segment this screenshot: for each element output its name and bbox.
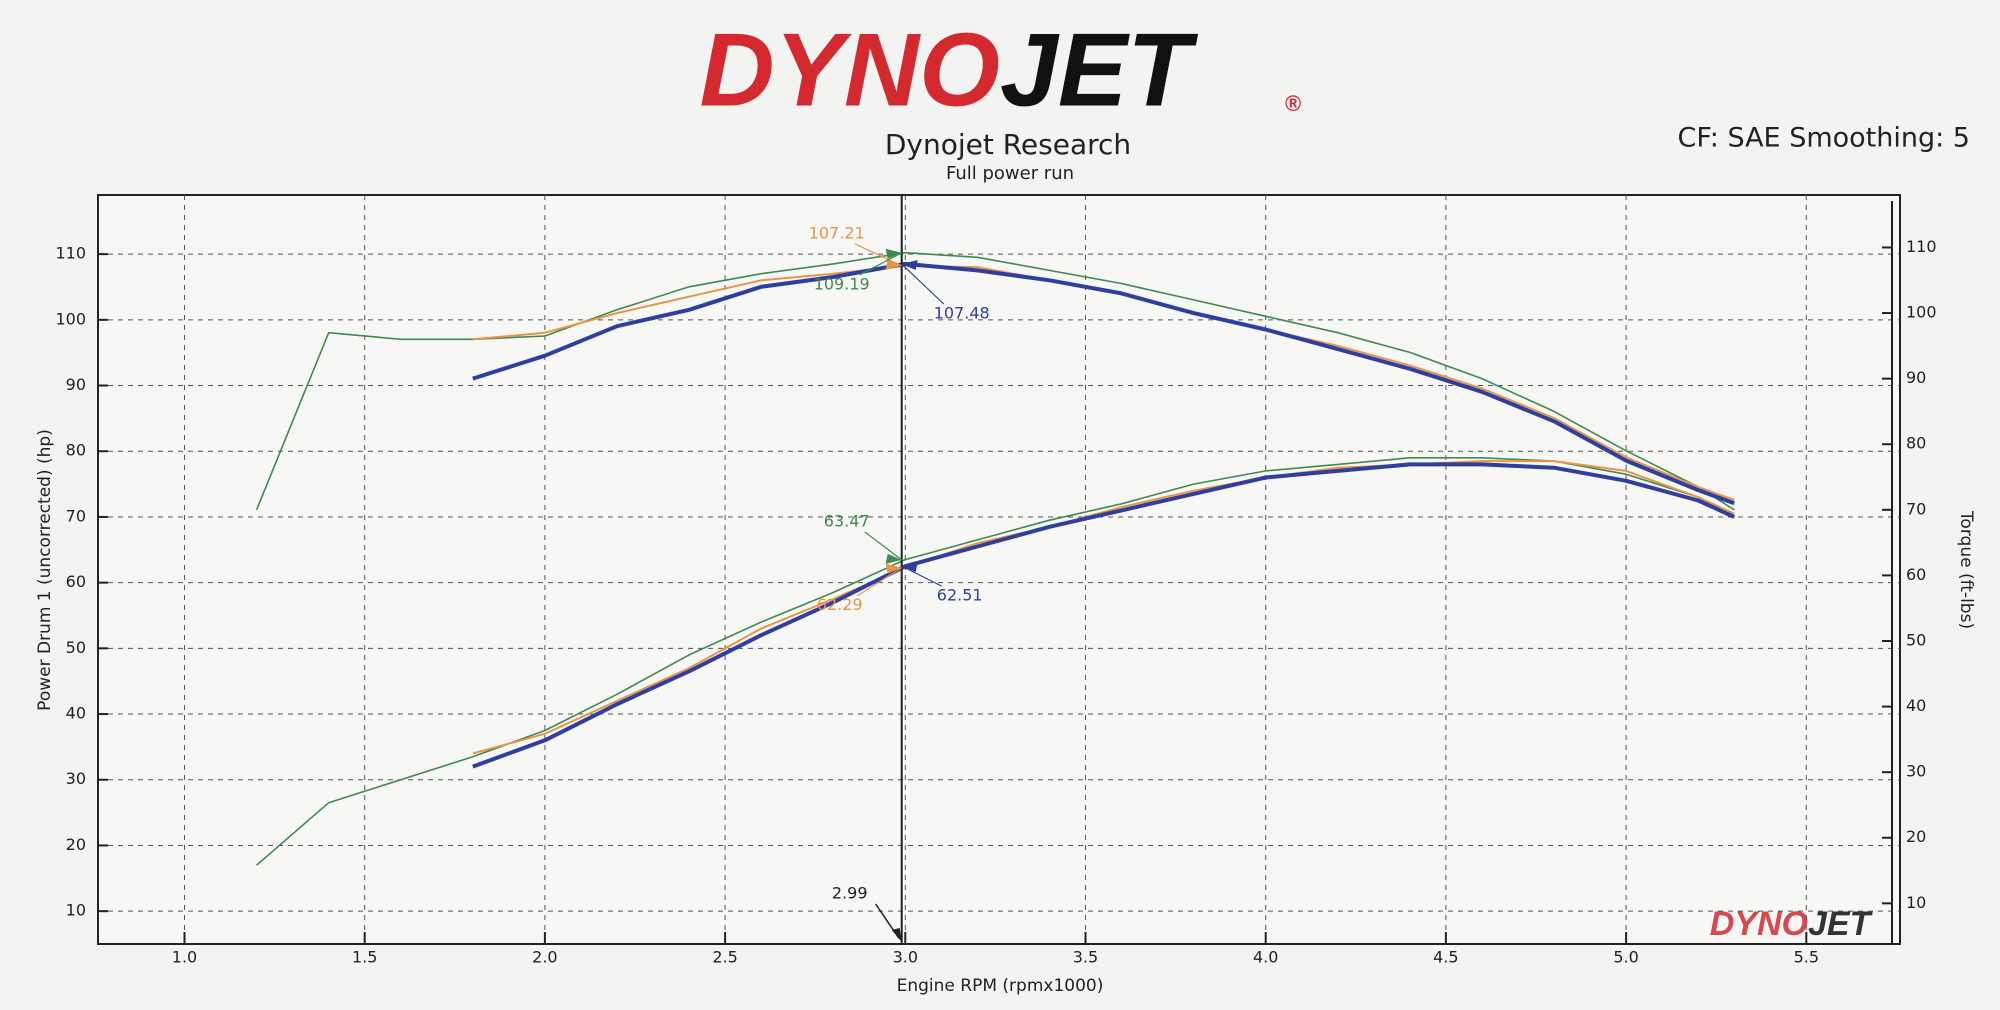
annotation-label: 107.48 bbox=[934, 303, 990, 322]
y-tick-label: 50 bbox=[66, 638, 86, 657]
y-tick-label: 10 bbox=[66, 901, 86, 920]
annotation-label: 63.47 bbox=[824, 511, 870, 530]
x-tick-label: 5.5 bbox=[1794, 948, 1819, 967]
y-tick-label: 70 bbox=[66, 506, 86, 525]
y2-tick-label: 50 bbox=[1906, 630, 1926, 649]
logo-left: DYNO bbox=[700, 12, 1000, 128]
x-tick-label: 2.0 bbox=[532, 948, 557, 967]
y-tick-label: 20 bbox=[66, 835, 86, 854]
run-line bbox=[472, 462, 1736, 769]
x-tick-label: 4.0 bbox=[1253, 948, 1278, 967]
x-tick-label: 1.0 bbox=[172, 948, 197, 967]
settings-text: CF: SAE Smoothing: 5 bbox=[1677, 123, 1970, 154]
annotation-leader bbox=[864, 531, 903, 561]
annotation-label: 107.21 bbox=[809, 223, 865, 242]
y2-tick-label: 10 bbox=[1906, 893, 1926, 912]
annotation-leader bbox=[901, 263, 945, 305]
logo: DYNO JET ® bbox=[700, 12, 1302, 128]
y2-tick-label: 40 bbox=[1906, 696, 1926, 715]
annotation-marker bbox=[885, 248, 902, 259]
annotation-label: 62.51 bbox=[937, 586, 983, 605]
logo-mark: ® bbox=[1285, 91, 1301, 116]
y-tick-label: 110 bbox=[55, 244, 86, 263]
x-tick-label: 4.5 bbox=[1433, 948, 1458, 967]
annotation-leader bbox=[857, 567, 903, 597]
logo-right: JET bbox=[1000, 12, 1198, 128]
y-tick-label: 30 bbox=[66, 769, 86, 788]
x-tick-label: 1.5 bbox=[352, 948, 377, 967]
annotation-marker bbox=[885, 563, 902, 574]
annotation-marker bbox=[885, 259, 902, 270]
y2-tick-label: 70 bbox=[1906, 499, 1926, 518]
x-axis-label: Engine RPM (rpmx1000) bbox=[897, 976, 1104, 996]
y2-axis-label: Torque (ft-lbs) bbox=[1956, 510, 1976, 629]
y-tick-label: 40 bbox=[66, 704, 86, 723]
run-line bbox=[472, 460, 1735, 755]
x-tick-label: 3.5 bbox=[1073, 948, 1098, 967]
cursor-arrowhead bbox=[891, 928, 902, 942]
annotation-leader bbox=[854, 243, 902, 267]
chart-title: Dynojet Research bbox=[885, 128, 1131, 161]
y2-tick-label: 110 bbox=[1906, 237, 1937, 256]
cursor-label: 2.99 bbox=[832, 884, 868, 903]
annotation-leader bbox=[901, 565, 942, 587]
x-tick-label: 3.0 bbox=[893, 948, 918, 967]
y-tick-label: 100 bbox=[55, 309, 86, 328]
y2-tick-label: 100 bbox=[1906, 303, 1937, 322]
y2-tick-label: 30 bbox=[1906, 762, 1926, 781]
annotation-label: 109.19 bbox=[814, 274, 870, 293]
y2-tick-label: 90 bbox=[1906, 368, 1926, 387]
y2-tick-label: 20 bbox=[1906, 827, 1926, 846]
y2-tick-label: 80 bbox=[1906, 434, 1926, 453]
y-tick-label: 90 bbox=[66, 375, 86, 394]
annotation-marker bbox=[901, 259, 918, 270]
annotation-leader bbox=[859, 252, 902, 276]
x-tick-label: 2.5 bbox=[712, 948, 737, 967]
y-axis-label: Power Drum 1 (uncorrected) (hp) bbox=[35, 429, 55, 711]
y2-tick-label: 60 bbox=[1906, 565, 1926, 584]
annotation-marker bbox=[901, 562, 918, 573]
y-tick-label: 80 bbox=[66, 441, 86, 460]
y-tick-label: 60 bbox=[66, 572, 86, 591]
plot-area bbox=[97, 194, 1901, 945]
run-line bbox=[255, 251, 1735, 511]
run-line bbox=[472, 261, 1735, 506]
x-tick-label: 5.0 bbox=[1613, 948, 1638, 967]
annotation-label: 62.29 bbox=[817, 595, 863, 614]
annotation-marker bbox=[885, 553, 902, 564]
chart-subtitle: Full power run bbox=[946, 163, 1074, 184]
